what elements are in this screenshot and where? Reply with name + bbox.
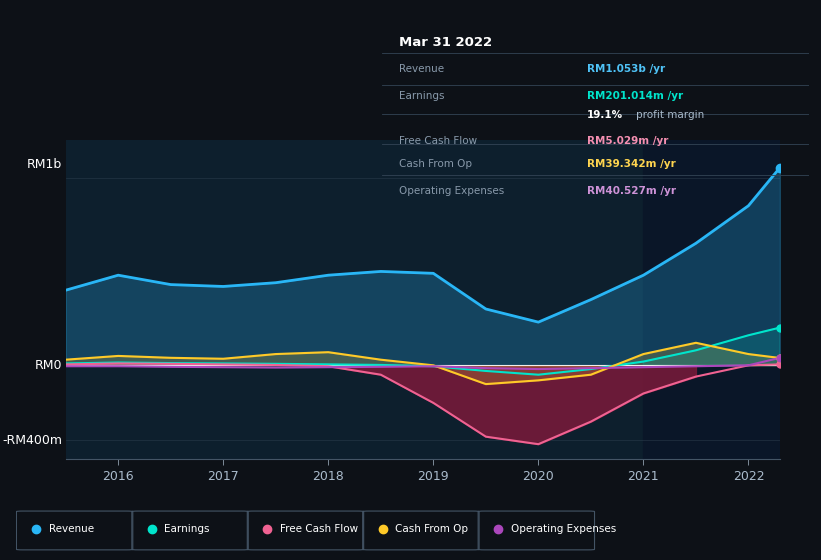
Text: RM5.029m /yr: RM5.029m /yr <box>587 137 668 146</box>
Text: RM40.527m /yr: RM40.527m /yr <box>587 186 676 196</box>
Text: Earnings: Earnings <box>164 524 210 534</box>
Text: Cash From Op: Cash From Op <box>395 524 468 534</box>
Text: RM39.342m /yr: RM39.342m /yr <box>587 159 676 169</box>
Text: -RM400m: -RM400m <box>2 434 62 447</box>
Text: profit margin: profit margin <box>635 110 704 120</box>
Text: RM201.014m /yr: RM201.014m /yr <box>587 91 683 101</box>
Text: Cash From Op: Cash From Op <box>399 159 472 169</box>
Text: RM1.053b /yr: RM1.053b /yr <box>587 64 665 74</box>
Text: Free Cash Flow: Free Cash Flow <box>399 137 477 146</box>
Text: RM0: RM0 <box>34 359 62 372</box>
Bar <box>644 140 791 459</box>
Text: RM1b: RM1b <box>27 158 62 171</box>
Text: Free Cash Flow: Free Cash Flow <box>280 524 358 534</box>
Text: Revenue: Revenue <box>49 524 94 534</box>
Text: Operating Expenses: Operating Expenses <box>399 186 504 196</box>
Text: Earnings: Earnings <box>399 91 444 101</box>
Text: Mar 31 2022: Mar 31 2022 <box>399 36 492 49</box>
Text: 19.1%: 19.1% <box>587 110 623 120</box>
Text: Operating Expenses: Operating Expenses <box>511 524 616 534</box>
Text: Revenue: Revenue <box>399 64 444 74</box>
